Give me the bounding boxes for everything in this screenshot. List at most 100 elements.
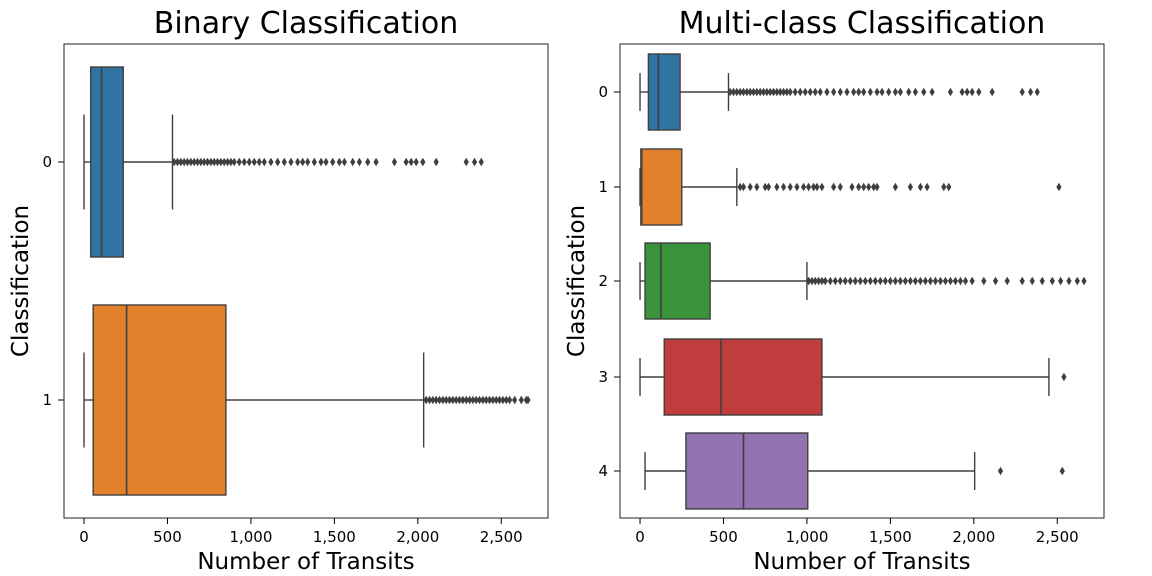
outlier-point xyxy=(866,182,872,192)
outlier-point xyxy=(350,157,356,167)
outlier-point xyxy=(341,157,347,167)
outlier-point xyxy=(500,395,506,405)
outlier-point xyxy=(887,276,893,286)
outlier-point xyxy=(862,276,868,286)
outlier-point xyxy=(762,182,768,192)
outlier-point xyxy=(780,87,787,97)
binary-classification-chart: Binary Classification 0 1 0 500 1,000 1,500 2,0… xyxy=(8,6,549,575)
outlier-point xyxy=(231,157,237,167)
outlier-point xyxy=(214,157,221,167)
outlier-point xyxy=(770,87,777,97)
outlier-point xyxy=(420,157,426,167)
x-tick-label: 0 xyxy=(635,528,645,546)
outlier-point xyxy=(774,87,780,97)
outlier-point xyxy=(178,157,184,167)
outlier-point xyxy=(902,276,908,286)
outlier-point xyxy=(740,182,747,192)
x-tick-label: 2,000 xyxy=(396,528,439,546)
outlier-point xyxy=(737,182,743,192)
outlier-point xyxy=(842,276,848,286)
outlier-point xyxy=(767,87,773,97)
outlier-point xyxy=(831,87,837,97)
outlier-point xyxy=(807,87,813,97)
outlier-point xyxy=(912,87,919,97)
outlier-point xyxy=(927,276,934,286)
outlier-point xyxy=(194,157,201,167)
outlier-point xyxy=(867,276,873,286)
outlier-point xyxy=(747,182,753,192)
outlier-point xyxy=(892,182,898,192)
outlier-point xyxy=(874,182,880,192)
outlier-point xyxy=(1034,87,1040,97)
outlier-point xyxy=(805,182,812,192)
outlier-point xyxy=(318,157,324,167)
box-class-0 xyxy=(83,66,484,258)
box-class-2 xyxy=(639,242,1087,320)
outlier-point xyxy=(969,87,975,97)
outlier-point xyxy=(480,395,486,405)
outlier-point xyxy=(727,87,733,97)
outlier-point xyxy=(837,87,843,97)
outlier-point xyxy=(941,182,947,192)
outlier-point xyxy=(730,87,737,97)
outlier-point xyxy=(426,395,433,405)
outlier-point xyxy=(1061,372,1067,382)
outlier-point xyxy=(802,87,808,97)
outlier-point xyxy=(784,87,790,97)
outlier-point xyxy=(886,87,892,97)
outlier-point xyxy=(827,276,833,286)
outlier-point xyxy=(1027,87,1034,97)
outlier-point xyxy=(817,87,823,97)
y-axis-label: Classification xyxy=(8,205,34,357)
outlier-point xyxy=(221,157,227,167)
outlier-point xyxy=(490,395,496,405)
y-tick-label: 1 xyxy=(598,178,608,196)
outlier-point xyxy=(486,395,493,405)
outlier-point xyxy=(962,276,969,286)
outlier-point xyxy=(849,182,855,192)
outlier-point xyxy=(473,395,479,405)
outlier-point xyxy=(794,182,800,192)
outlier-point xyxy=(819,276,825,286)
outlier-point xyxy=(754,87,760,97)
multiclass-classification-chart: Multi-class Classification 0 1 2 3 4 0 500 1,000… xyxy=(564,6,1105,575)
outlier-point xyxy=(493,395,499,405)
outlier-point xyxy=(816,276,822,286)
outlier-point xyxy=(764,87,770,97)
x-tick-label: 500 xyxy=(153,528,182,546)
outlier-point xyxy=(844,87,850,97)
y-tick-label: 3 xyxy=(598,368,608,386)
outlier-point xyxy=(1059,466,1065,476)
outlier-point xyxy=(336,157,342,167)
outlier-point xyxy=(997,466,1004,476)
outlier-point xyxy=(812,276,818,286)
iqr-box xyxy=(685,432,809,510)
iqr-box xyxy=(663,338,823,416)
outlier-point xyxy=(787,182,793,192)
outlier-point xyxy=(787,87,793,97)
outlier-point xyxy=(797,87,803,97)
y-tick-label: 1 xyxy=(42,391,52,409)
outlier-point xyxy=(1066,276,1072,286)
x-tick-label: 0 xyxy=(79,528,89,546)
outlier-point xyxy=(453,395,459,405)
outlier-point xyxy=(497,395,503,405)
box-class-1 xyxy=(83,304,531,496)
outlier-point xyxy=(1056,182,1062,192)
outlier-point xyxy=(929,87,935,97)
y-tick-label: 4 xyxy=(598,462,608,480)
outlier-point xyxy=(882,276,888,286)
outlier-point xyxy=(330,157,336,167)
outlier-point xyxy=(261,157,267,167)
outlier-point xyxy=(952,276,959,286)
outlier-point xyxy=(809,276,815,286)
outlier-point xyxy=(211,157,217,167)
outlier-point xyxy=(1081,276,1087,286)
outlier-point xyxy=(463,395,469,405)
x-tick-label: 1,500 xyxy=(313,528,356,546)
outlier-point xyxy=(747,87,753,97)
outlier-point xyxy=(471,157,478,167)
outlier-point xyxy=(181,157,187,167)
outlier-point xyxy=(171,157,177,167)
